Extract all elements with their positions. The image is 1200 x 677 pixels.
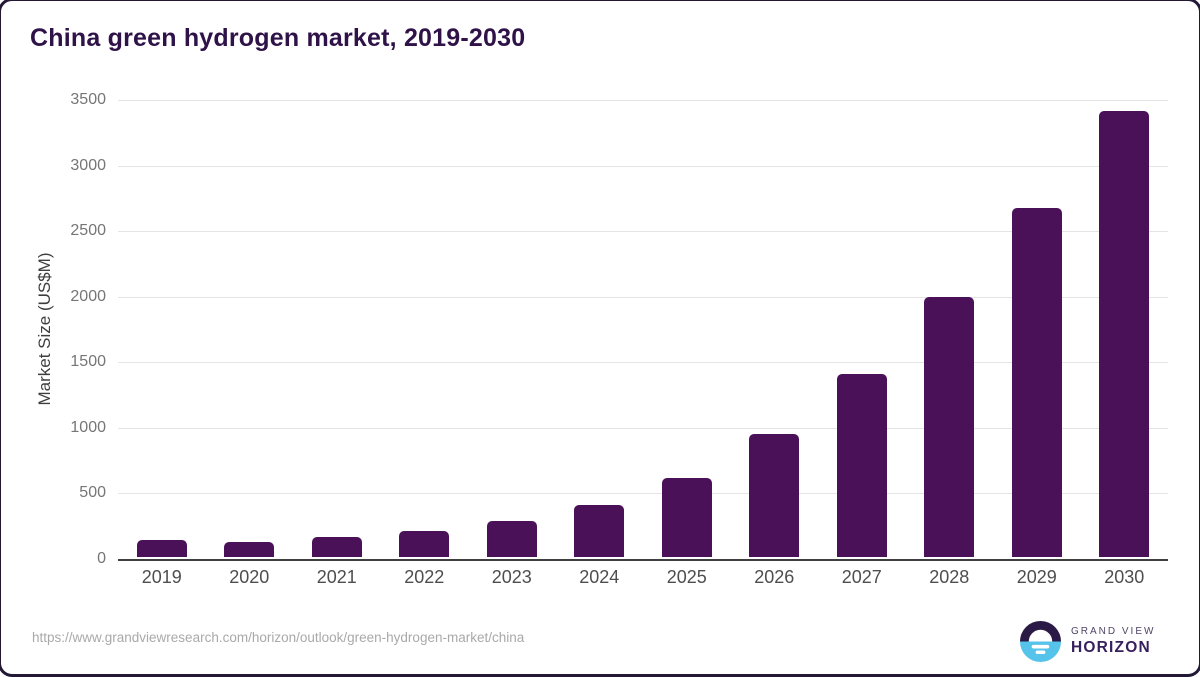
bar-slot-2021 <box>293 100 381 557</box>
brand-logo: GRAND VIEW HORIZON <box>1019 620 1155 663</box>
bar-slot-2030 <box>1081 100 1169 557</box>
x-tick-2024: 2024 <box>579 567 620 587</box>
bar-slot-2025 <box>643 100 731 557</box>
bar-slot-2027 <box>818 100 906 557</box>
bar-2022 <box>399 530 450 557</box>
bar-slot-2022 <box>381 100 469 557</box>
gridline-3000 <box>118 165 1168 167</box>
x-tick-2025: 2025 <box>666 567 707 587</box>
y-tick-2500: 2500 <box>70 222 106 240</box>
sun-over-horizon-icon <box>1019 620 1062 663</box>
x-tick-2028: 2028 <box>929 567 970 587</box>
brand-name-top: GRAND VIEW <box>1071 626 1156 637</box>
gridline-1000 <box>118 427 1168 429</box>
x-tick-2019: 2019 <box>141 567 182 587</box>
bar-2023 <box>486 521 537 557</box>
bar-2026 <box>749 434 800 557</box>
y-axis-label: Market Size (US$M) <box>35 252 54 406</box>
gridline-3500 <box>118 100 1168 101</box>
bar-slot-2023 <box>468 100 556 557</box>
chart-title: China green hydrogen market, 2019-2030 <box>30 24 526 52</box>
y-tick-3500: 3500 <box>70 91 106 108</box>
brand-logo-text: GRAND VIEW HORIZON <box>1071 626 1155 657</box>
x-tick-2027: 2027 <box>841 567 882 587</box>
y-tick-0: 0 <box>97 550 106 567</box>
gridline-2000 <box>118 296 1168 298</box>
bar-2021 <box>311 537 362 557</box>
bar-slot-2026 <box>731 100 819 557</box>
x-tick-2026: 2026 <box>754 567 795 587</box>
gridline-1500 <box>118 362 1168 364</box>
x-axis-labels: 2019 2020 2021 2022 2023 2024 2025 2026 2027 2028… <box>118 567 1168 588</box>
plot-area: 0 500 1000 1500 2000 2500 3000 3500 <box>70 91 1168 567</box>
x-tick-2022: 2022 <box>404 567 445 587</box>
x-axis-line <box>118 559 1168 561</box>
y-tick-3000: 3000 <box>70 156 106 174</box>
y-tick-1500: 1500 <box>70 353 106 371</box>
bar-slot-2024 <box>556 100 644 557</box>
bar-2020 <box>224 541 275 557</box>
y-tick-2000: 2000 <box>70 287 106 305</box>
bar-slot-2019 <box>118 100 206 557</box>
brand-name-bottom: HORIZON <box>1071 639 1151 656</box>
bar-2025 <box>661 478 712 557</box>
bar-slot-2028 <box>906 100 994 557</box>
bar-2024 <box>574 504 625 557</box>
x-tick-2021: 2021 <box>316 567 357 587</box>
bar-slot-2020 <box>206 100 294 557</box>
y-tick-1000: 1000 <box>70 418 106 436</box>
bar-2019 <box>136 540 187 557</box>
bar-2029 <box>1011 207 1062 557</box>
gridline-2500 <box>118 231 1168 233</box>
x-tick-2023: 2023 <box>491 567 532 587</box>
bar-2027 <box>836 373 887 557</box>
x-tick-2030: 2030 <box>1104 567 1145 587</box>
bar-2030 <box>1099 111 1150 557</box>
source-url: https://www.grandviewresearch.com/horizo… <box>32 630 525 645</box>
x-tick-2020: 2020 <box>229 567 270 587</box>
y-tick-500: 500 <box>79 484 106 502</box>
bar-slot-2029 <box>993 100 1081 557</box>
bars-row <box>118 100 1168 557</box>
gridline-500 <box>118 493 1168 495</box>
x-tick-2029: 2029 <box>1016 567 1057 587</box>
bar-2028 <box>924 297 975 557</box>
